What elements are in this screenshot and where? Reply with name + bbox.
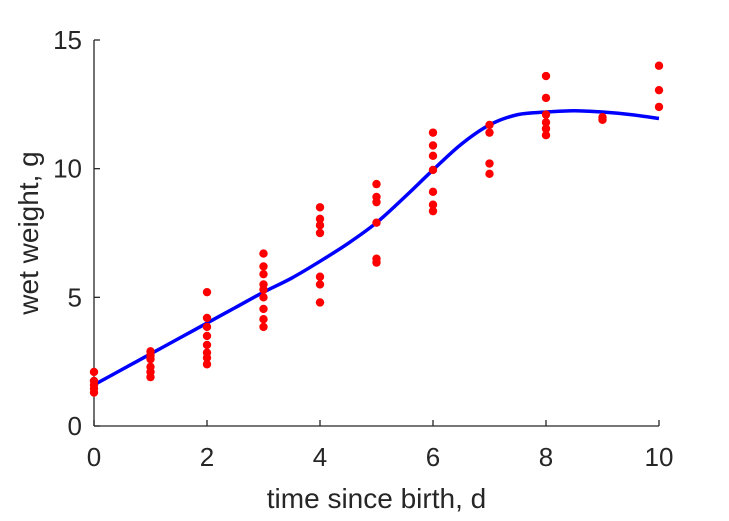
data-point xyxy=(202,331,212,341)
data-point xyxy=(428,141,438,150)
data-point xyxy=(202,313,212,323)
data-point xyxy=(259,285,268,294)
data-point xyxy=(428,200,438,209)
data-point xyxy=(315,280,325,289)
data-point xyxy=(372,218,381,227)
data-point xyxy=(315,203,325,212)
data-point xyxy=(202,287,212,297)
data-point xyxy=(315,221,325,230)
data-point xyxy=(654,85,664,95)
data-point xyxy=(485,159,494,168)
data-point xyxy=(541,124,551,133)
data-point xyxy=(259,249,268,258)
data-point xyxy=(654,61,664,70)
y-tick-label: 15 xyxy=(53,25,82,55)
y-axis-label: wet weight, g xyxy=(13,151,44,315)
y-tick-label: 5 xyxy=(68,282,82,312)
data-point xyxy=(202,360,212,369)
data-point xyxy=(315,228,325,238)
data-point xyxy=(146,372,155,382)
data-point xyxy=(654,102,664,112)
fit-curve xyxy=(93,109,660,387)
x-axis-label: time since birth, d xyxy=(267,483,486,514)
data-point xyxy=(372,258,381,267)
data-point xyxy=(259,293,268,302)
ticks xyxy=(93,39,660,427)
data-point xyxy=(541,71,551,81)
data-point xyxy=(541,93,551,103)
data-point xyxy=(428,165,438,175)
data-point xyxy=(428,187,438,197)
data-point xyxy=(202,322,212,332)
y-tick-label: 10 xyxy=(53,154,82,184)
data-point xyxy=(541,110,551,119)
data-point xyxy=(259,262,268,271)
axes xyxy=(93,40,659,427)
x-tick-label: 8 xyxy=(539,442,553,472)
tick-labels: 0 2 4 6 8 10 0 5 10 15 xyxy=(53,25,673,472)
data-point xyxy=(541,118,551,127)
data-point xyxy=(315,214,325,224)
data-point xyxy=(259,315,268,324)
y-tick-label: 0 xyxy=(68,411,82,441)
data-point xyxy=(541,131,551,140)
data-point xyxy=(372,197,381,207)
data-point xyxy=(485,120,494,130)
data-point xyxy=(259,269,268,279)
data-point xyxy=(428,151,438,160)
data-point xyxy=(146,354,155,364)
x-tick-label: 6 xyxy=(426,442,440,472)
data-point xyxy=(89,388,99,397)
data-point xyxy=(372,179,381,189)
data-point xyxy=(202,340,212,350)
data-point xyxy=(315,298,325,307)
x-tick-label: 10 xyxy=(645,442,674,472)
data-point xyxy=(428,206,438,216)
data-point xyxy=(259,304,268,314)
data-point xyxy=(428,128,438,137)
plot-area xyxy=(89,61,664,397)
x-tick-label: 4 xyxy=(313,442,327,472)
x-tick-label: 0 xyxy=(87,442,101,472)
data-point xyxy=(202,353,212,363)
x-tick-label: 2 xyxy=(200,442,214,472)
data-point xyxy=(485,169,494,179)
data-point xyxy=(315,272,325,281)
data-point xyxy=(598,115,607,124)
data-point xyxy=(89,367,99,377)
data-point xyxy=(259,322,268,332)
data-point xyxy=(485,128,494,137)
